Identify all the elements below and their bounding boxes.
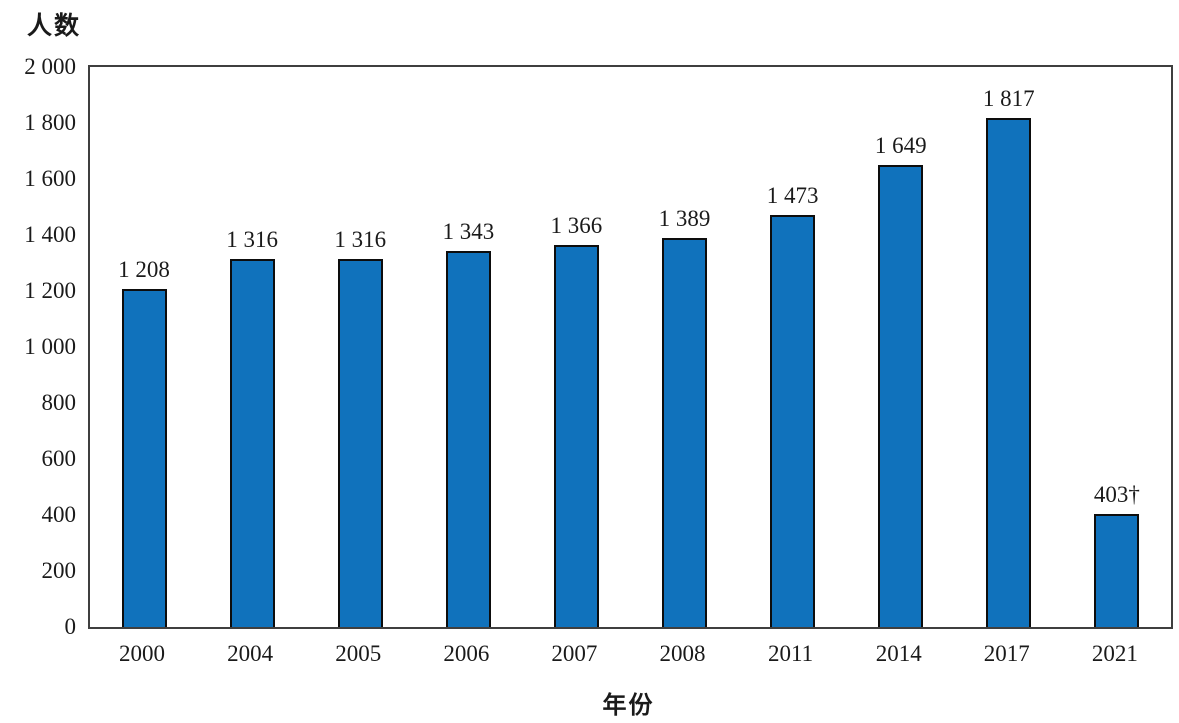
bar-group-2000: 1 208 [90, 67, 198, 627]
bar-value-label: 1 473 [766, 182, 819, 208]
x-tick-label: 2021 [1091, 641, 1138, 666]
bar-value-label: 403† [1093, 482, 1140, 508]
bar [337, 258, 383, 627]
x-tick-label: 2007 [551, 641, 598, 666]
bar-group-2004: 1 316 [198, 67, 306, 627]
bar-group-2005: 1 316 [306, 67, 414, 627]
x-tick-label: 2008 [659, 641, 706, 666]
bar-group-2021: 403† [1063, 67, 1171, 627]
x-tick-label: 2004 [227, 641, 274, 666]
bar-value-label: 1 366 [550, 212, 603, 238]
x-axis-title: 年份 [602, 693, 655, 719]
plot-area: 1 208 1 316 1 316 1 343 1 366 1 389 1 473 1 649… [88, 65, 1173, 629]
y-tick-label: 2 000 [24, 54, 76, 79]
y-axis-title: 人数 [27, 13, 82, 40]
bar [986, 118, 1032, 627]
bar [770, 214, 816, 627]
y-tick-label: 1 000 [24, 334, 76, 359]
bar [445, 250, 491, 627]
bar [662, 238, 708, 627]
bar-series: 1 208 1 316 1 316 1 343 1 366 1 389 1 473 1 649… [90, 67, 1171, 627]
y-tick-label: 200 [41, 558, 77, 583]
bar [878, 165, 924, 627]
bar-group-2007: 1 366 [522, 67, 630, 627]
x-tick-label: 2017 [983, 641, 1030, 666]
y-tick-label: 800 [41, 390, 77, 415]
bar [1094, 514, 1140, 627]
y-tick-label: 1 600 [24, 166, 76, 191]
bar [553, 244, 599, 627]
bar-value-label: 1 389 [658, 206, 711, 232]
x-tick-label: 2011 [768, 641, 814, 666]
y-tick-label: 600 [41, 446, 77, 471]
x-tick-label: 2000 [119, 641, 166, 666]
bar-group-2006: 1 343 [414, 67, 522, 627]
x-tick-label: 2014 [875, 641, 922, 666]
bar-value-label: 1 316 [334, 226, 387, 252]
bar-value-label: 1 649 [874, 133, 927, 159]
bar-value-label: 1 817 [982, 86, 1035, 112]
bar-group-2011: 1 473 [739, 67, 847, 627]
y-tick-label: 1 800 [24, 110, 76, 135]
bar-value-label: 1 208 [118, 256, 170, 282]
y-axis-tick-labels: 0 200 400 600 800 1 000 1 200 1 400 1 600 1 800 2 … [0, 54, 77, 639]
y-tick-label: 1 200 [24, 278, 76, 303]
bar-group-2017: 1 817 [955, 67, 1063, 627]
x-tick-label: 2006 [443, 641, 490, 666]
bar-group-2014: 1 649 [847, 67, 955, 627]
bar [121, 288, 167, 627]
y-tick-label: 0 [64, 614, 77, 639]
bar-value-label: 1 316 [226, 226, 279, 252]
bar-value-label: 1 343 [442, 218, 495, 244]
x-axis-tick-labels: 2000 2004 2005 2006 2007 2008 2011 2014 2017 2021 [88, 641, 1169, 667]
y-tick-label: 400 [41, 502, 77, 527]
y-tick-label: 1 400 [24, 222, 76, 247]
x-tick-label: 2005 [335, 641, 382, 666]
bar [229, 258, 275, 627]
bar-group-2008: 1 389 [630, 67, 738, 627]
